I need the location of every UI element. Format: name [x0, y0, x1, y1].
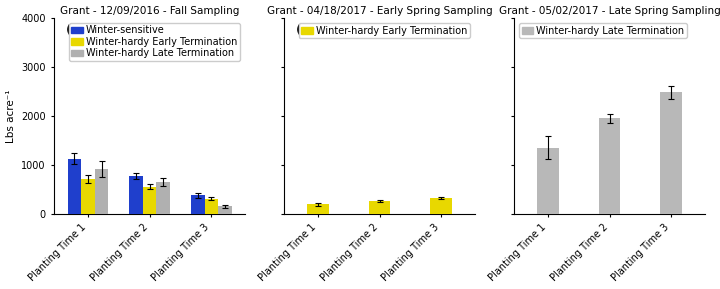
- Bar: [660, 92, 682, 214]
- Bar: [81, 179, 95, 214]
- Bar: [156, 182, 170, 214]
- Bar: [68, 159, 81, 214]
- Title: Grant - 04/18/2017 - Early Spring Sampling: Grant - 04/18/2017 - Early Spring Sampli…: [267, 5, 492, 16]
- Bar: [191, 195, 204, 214]
- Legend: Winter-hardy Late Termination: Winter-hardy Late Termination: [519, 23, 688, 38]
- Title: Grant - 05/02/2017 - Late Spring Sampling: Grant - 05/02/2017 - Late Spring Samplin…: [499, 5, 720, 16]
- Bar: [95, 169, 108, 214]
- Title: Grant - 12/09/2016 - Fall Sampling: Grant - 12/09/2016 - Fall Sampling: [60, 5, 239, 16]
- Bar: [130, 176, 143, 214]
- Bar: [204, 199, 218, 214]
- Legend: Winter-sensitive, Winter-hardy Early Termination, Winter-hardy Late Termination: Winter-sensitive, Winter-hardy Early Ter…: [68, 23, 240, 61]
- Bar: [218, 206, 232, 214]
- Y-axis label: Lbs acre⁻¹: Lbs acre⁻¹: [6, 89, 16, 143]
- Bar: [537, 148, 559, 214]
- Text: (C): (C): [526, 24, 546, 37]
- Bar: [369, 201, 390, 214]
- Text: (A): (A): [66, 24, 87, 37]
- Bar: [431, 198, 452, 214]
- Bar: [599, 118, 621, 214]
- Bar: [143, 187, 156, 214]
- Bar: [307, 204, 329, 214]
- Text: (B): (B): [295, 24, 317, 37]
- Legend: Winter-hardy Early Termination: Winter-hardy Early Termination: [299, 23, 470, 38]
